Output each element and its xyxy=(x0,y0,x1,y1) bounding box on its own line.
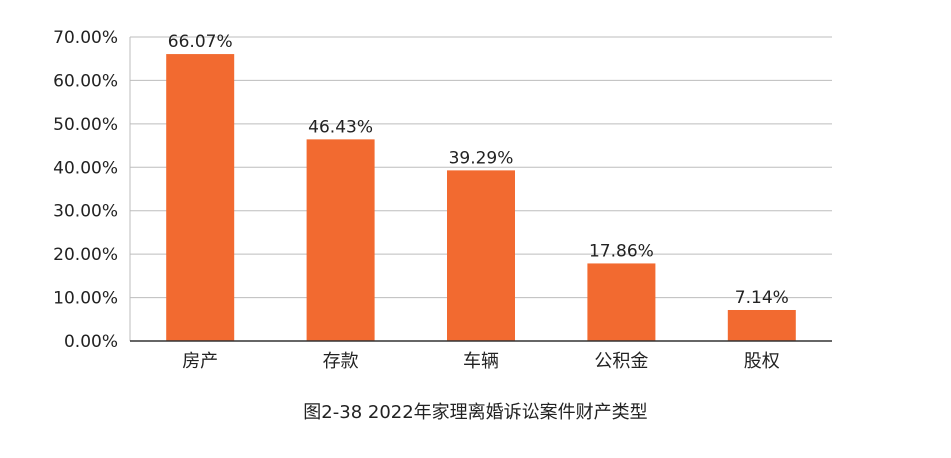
bar xyxy=(306,139,375,341)
y-tick-label: 0.00% xyxy=(64,332,118,352)
x-tick-label: 车辆 xyxy=(463,351,499,372)
figure-caption: 图2-38 2022年家理离婚诉讼案件财产类型 xyxy=(303,402,648,423)
x-tick-label: 股权 xyxy=(744,351,780,372)
data-label: 17.86% xyxy=(589,241,654,261)
bar xyxy=(447,170,515,341)
y-tick-label: 60.00% xyxy=(53,71,118,91)
bar xyxy=(166,54,235,341)
data-label: 39.29% xyxy=(449,148,514,168)
x-tick-label: 存款 xyxy=(323,351,359,372)
y-tick-label: 30.00% xyxy=(53,202,118,222)
y-tick-label: 10.00% xyxy=(53,289,118,309)
data-label: 7.14% xyxy=(735,288,789,308)
bar xyxy=(587,263,656,341)
y-tick-label: 70.00% xyxy=(53,28,118,48)
data-label: 46.43% xyxy=(308,117,373,137)
x-tick-label: 公积金 xyxy=(594,351,648,372)
data-label: 66.07% xyxy=(168,32,233,52)
bar xyxy=(727,309,796,341)
y-tick-label: 20.00% xyxy=(53,245,118,265)
x-tick-label: 房产 xyxy=(182,351,218,372)
y-tick-label: 50.00% xyxy=(53,115,118,135)
y-tick-label: 40.00% xyxy=(53,158,118,178)
